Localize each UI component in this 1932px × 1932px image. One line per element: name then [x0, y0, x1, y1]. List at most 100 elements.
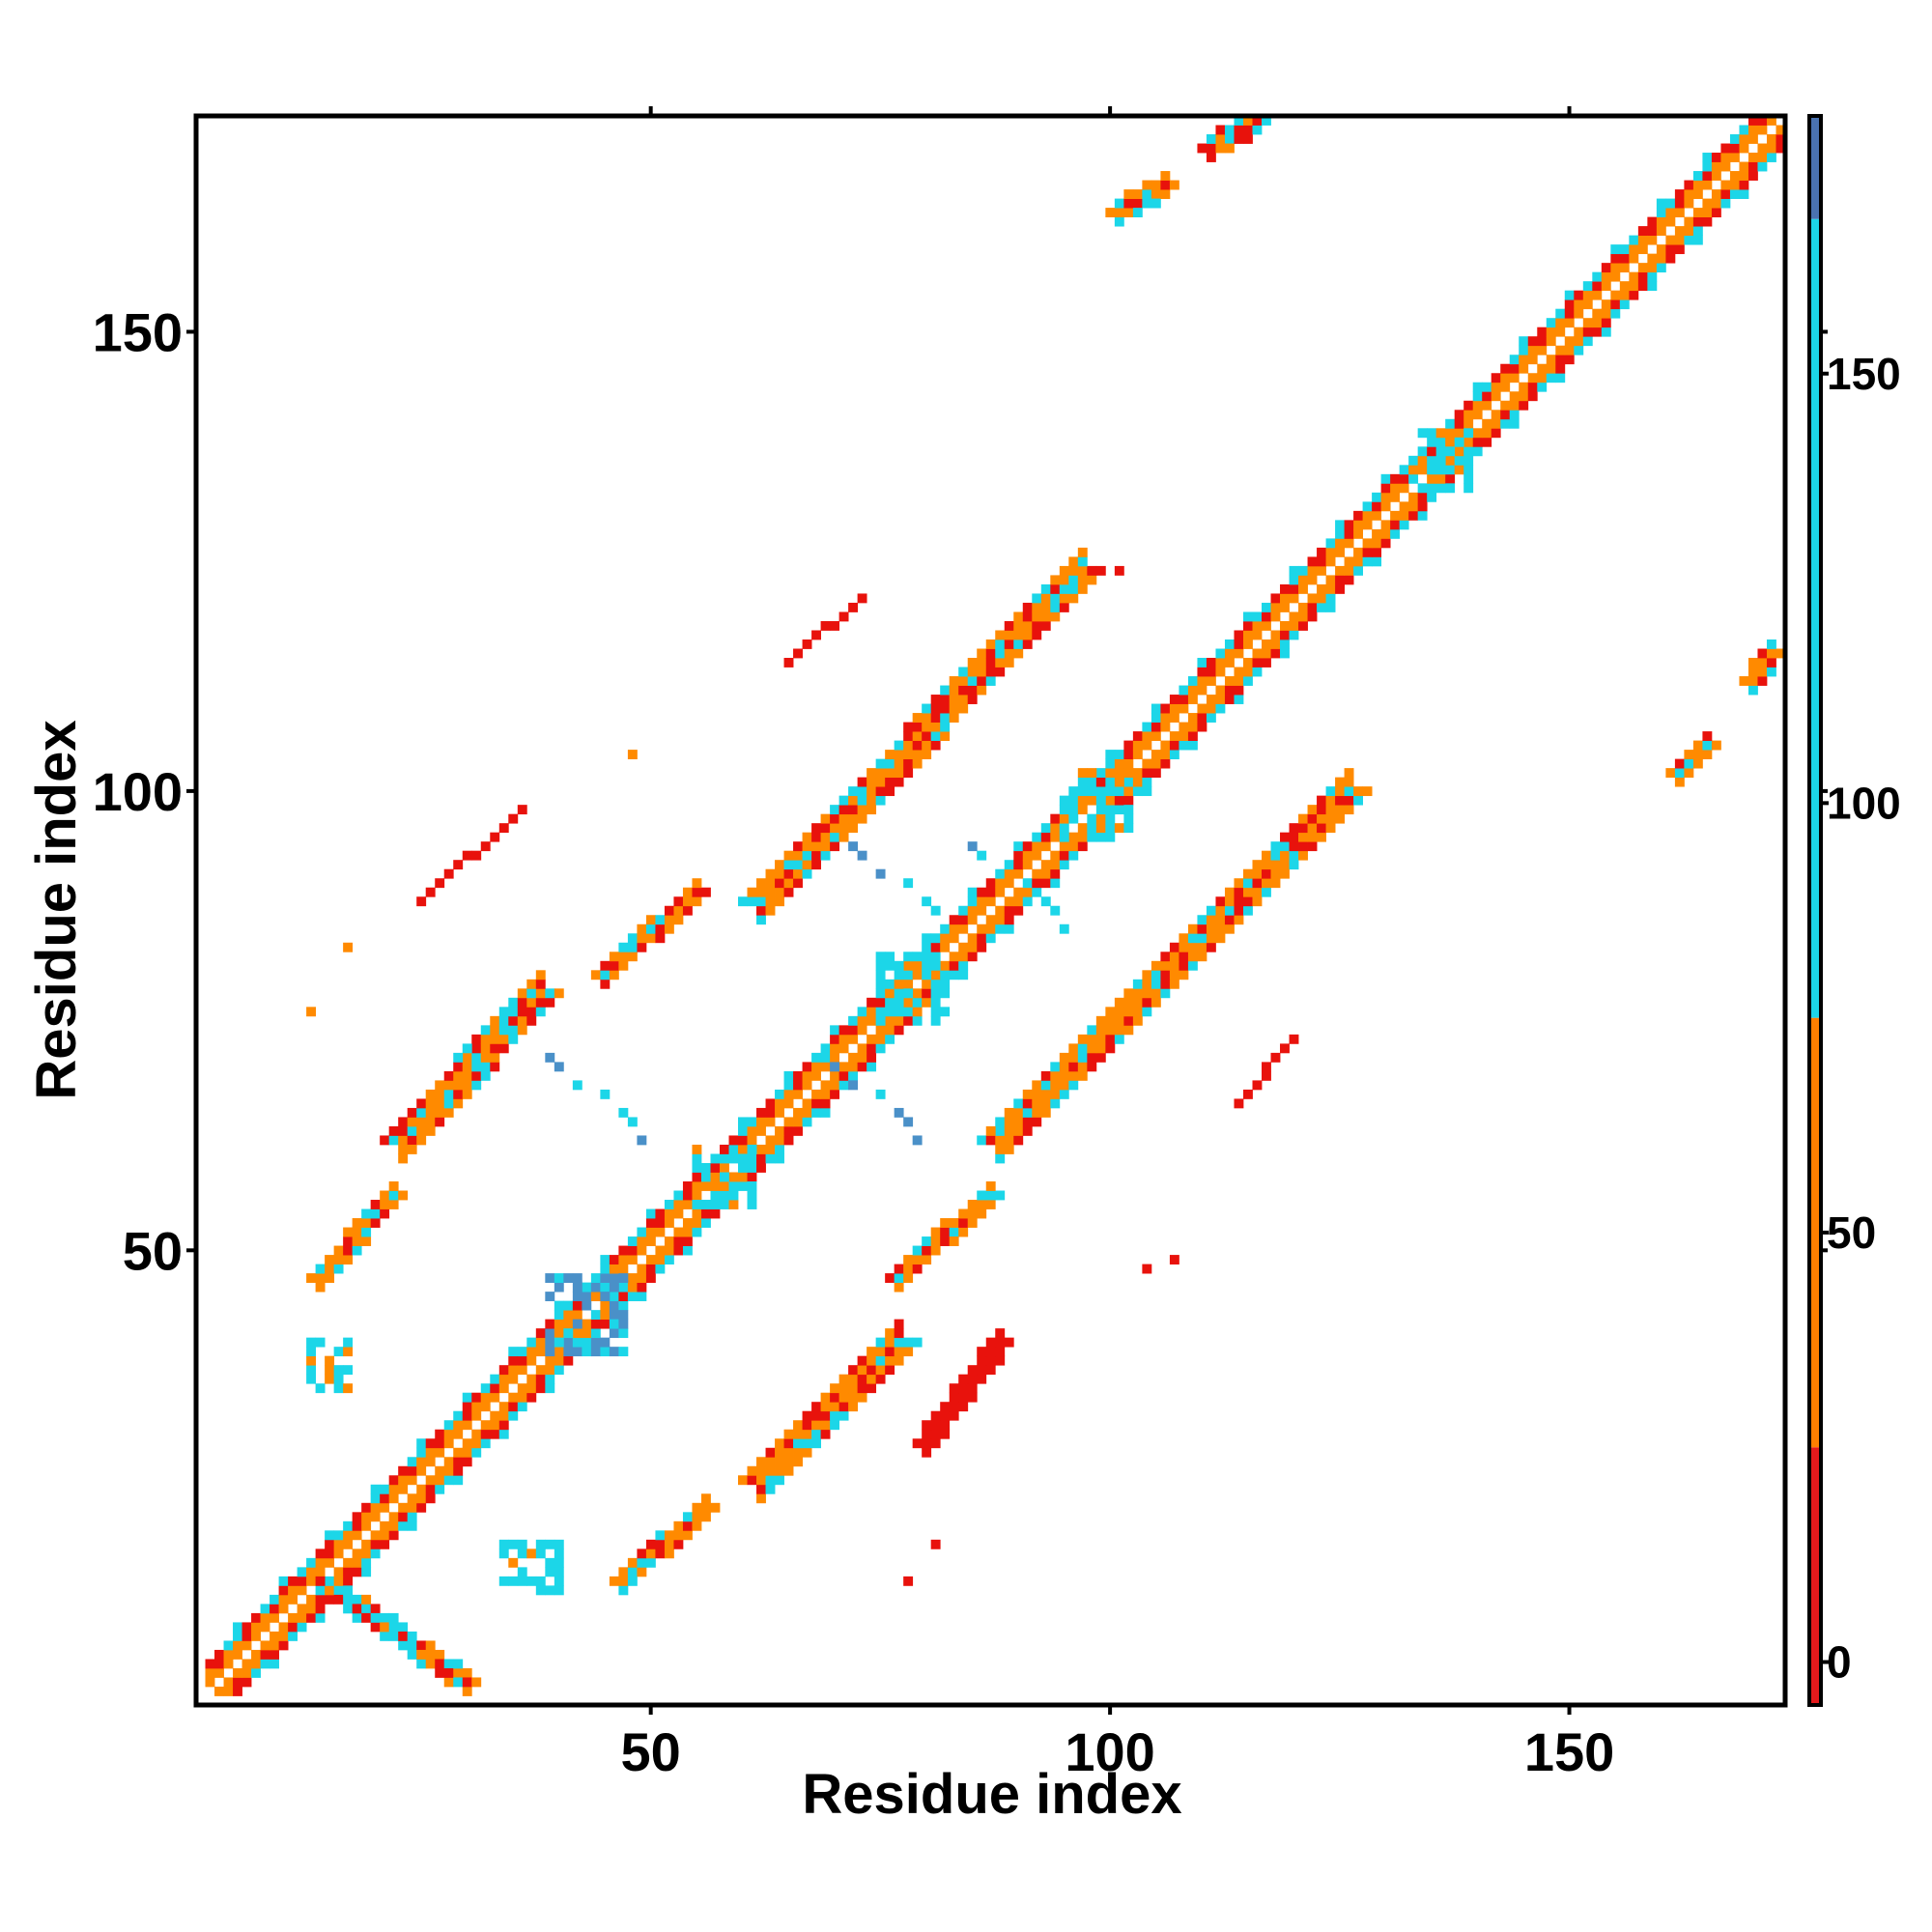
heatmap-cell [1629, 281, 1639, 292]
heatmap-cell [1160, 960, 1171, 971]
heatmap-cell [416, 1659, 427, 1669]
heatmap-cell [526, 1548, 537, 1559]
heatmap-cell [1747, 685, 1758, 696]
heatmap-cell [1123, 740, 1134, 751]
heatmap-cell [361, 1208, 372, 1219]
heatmap-cell [995, 923, 1006, 934]
heatmap-cell [719, 1162, 729, 1173]
heatmap-cell [1454, 437, 1464, 447]
heatmap-cell [1592, 290, 1603, 300]
heatmap-cell [1169, 960, 1179, 971]
heatmap-cell [233, 1667, 242, 1678]
heatmap-cell [875, 786, 886, 797]
heatmap-cell [590, 1282, 601, 1293]
heatmap-cell [692, 1218, 702, 1228]
heatmap-cell [1234, 116, 1244, 126]
heatmap-cell [1004, 1125, 1014, 1136]
heatmap-cell [765, 1447, 776, 1458]
heatmap-cell [1509, 400, 1520, 411]
heatmap-cell [1637, 271, 1648, 282]
heatmap-cell [609, 1576, 619, 1586]
heatmap-cell [655, 1255, 666, 1264]
heatmap-cell [857, 1062, 867, 1072]
heatmap-cell [407, 1144, 417, 1154]
heatmap-cell [1776, 143, 1786, 154]
heatmap-cell [627, 1273, 638, 1283]
heatmap-cell [894, 988, 904, 999]
heatmap-cell [1325, 593, 1336, 604]
heatmap-cell [1711, 189, 1721, 199]
heatmap-cell [270, 1612, 279, 1623]
heatmap-cell [1427, 492, 1437, 502]
heatmap-cell [498, 1015, 509, 1026]
heatmap-cell [315, 1282, 326, 1293]
heatmap-cell [1427, 446, 1437, 457]
heatmap-cell [1601, 281, 1611, 292]
heatmap-cell [1114, 208, 1124, 217]
heatmap-cell [930, 960, 941, 971]
heatmap-cell [1527, 336, 1538, 347]
heatmap-cell [995, 1328, 1006, 1339]
heatmap-cell [1013, 1107, 1024, 1118]
heatmap-cell [508, 1374, 519, 1384]
heatmap-cell [1335, 538, 1345, 549]
heatmap-cell [1040, 611, 1051, 622]
heatmap-cell [627, 750, 638, 760]
heatmap-cell [1574, 327, 1584, 337]
heatmap-cell [1123, 208, 1134, 217]
heatmap-cell [756, 1144, 766, 1154]
heatmap-cell [1317, 565, 1326, 576]
heatmap-cell [793, 868, 803, 879]
heatmap-cell [1629, 253, 1639, 264]
heatmap-cell [995, 1355, 1006, 1366]
heatmap-cell [1179, 685, 1189, 696]
heatmap-cell [490, 1374, 500, 1384]
heatmap-cell [719, 1172, 729, 1182]
heatmap-cell [398, 1125, 409, 1136]
heatmap-cell [1151, 997, 1161, 1008]
heatmap-cell [1242, 878, 1253, 889]
heatmap-cell [1527, 391, 1538, 402]
heatmap-cell [582, 1337, 592, 1348]
heatmap-cell [315, 1548, 326, 1559]
heatmap-cell [1482, 437, 1492, 447]
heatmap-cell [1215, 667, 1226, 677]
heatmap-cell [1105, 813, 1116, 824]
heatmap-cell [1692, 740, 1703, 751]
heatmap-cell [462, 1457, 472, 1467]
colorbar-tick-label: 50 [1827, 1208, 1876, 1258]
heatmap-cell [838, 1392, 849, 1403]
heatmap-cell [867, 1015, 877, 1026]
heatmap-cell [1040, 868, 1051, 879]
heatmap-cell [288, 1576, 298, 1586]
heatmap-cell [985, 667, 996, 677]
heatmap-cell [1582, 290, 1593, 300]
heatmap-cell [738, 1153, 748, 1164]
heatmap-cell [618, 1347, 629, 1357]
heatmap-cell [1380, 473, 1391, 484]
heatmap-cell [830, 841, 840, 852]
heatmap-cell [416, 1107, 427, 1118]
heatmap-cell [270, 1631, 279, 1641]
heatmap-cell [1105, 758, 1116, 769]
heatmap-cell [1619, 299, 1630, 310]
heatmap-cell [1095, 1052, 1106, 1063]
heatmap-cell [985, 1337, 996, 1348]
heatmap-cell [517, 1365, 527, 1376]
heatmap-cell [1435, 437, 1446, 447]
colorbar-band [1809, 1017, 1821, 1448]
heatmap-cell [710, 1162, 721, 1173]
heatmap-cell [1702, 180, 1713, 190]
heatmap-cell [388, 1612, 399, 1623]
heatmap-cell [1095, 795, 1106, 806]
heatmap-cell [1353, 795, 1363, 806]
heatmap-cell [1619, 263, 1630, 273]
heatmap-cell [572, 1300, 582, 1311]
x-tick-label: 150 [1524, 1721, 1614, 1782]
heatmap-cell [618, 1292, 629, 1302]
colorbar-tick-label: 100 [1827, 778, 1901, 828]
heatmap-cell [1234, 676, 1244, 686]
heatmap-cell [1289, 583, 1299, 594]
heatmap-cell [1059, 593, 1069, 604]
heatmap-cell [775, 1089, 784, 1099]
